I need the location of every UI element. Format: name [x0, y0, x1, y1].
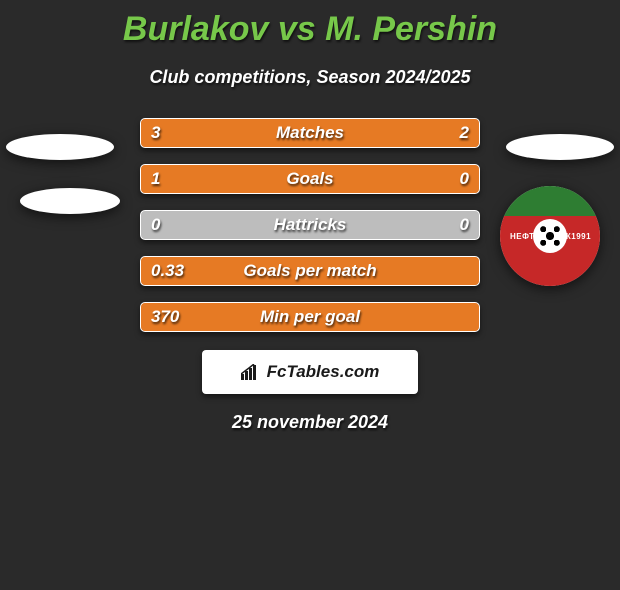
bar-value-right: 0 [460, 211, 469, 239]
bar-fill-left [141, 257, 479, 285]
club-badge-year: 1991 [571, 232, 591, 241]
stat-bar-row: Goals10 [140, 164, 480, 194]
brand-label: FcTables.com [267, 362, 380, 382]
player1-club-badge-placeholder [20, 188, 120, 214]
stat-bars: Matches32 Goals10 Hattricks0 0 Goals per mat… [140, 118, 480, 332]
page-title: Burlakov vs M. Pershin [0, 10, 620, 49]
soccer-ball-icon [533, 219, 567, 253]
stat-bar-row: Matches32 [140, 118, 480, 148]
brand-attribution: FcTables.com [202, 350, 418, 394]
bar-chart-icon [241, 364, 261, 380]
bar-fill-left [141, 303, 479, 331]
bar-stat-label: Hattricks [141, 211, 479, 239]
player1-avatar-placeholder [6, 134, 114, 160]
bar-fill-right [344, 119, 479, 147]
season-subtitle: Club competitions, Season 2024/2025 [0, 67, 620, 88]
stat-bar-row: Hattricks0 0 [140, 210, 480, 240]
stat-bar-row: Goals per match0.33 [140, 256, 480, 286]
player2-avatar-placeholder [506, 134, 614, 160]
bar-fill-left [141, 165, 479, 193]
bar-fill-left [141, 119, 344, 147]
bar-value-left: 0 [151, 211, 160, 239]
date-label: 25 november 2024 [0, 412, 620, 433]
club-badge-icon: НЕФТЕХИМИК 1991 [500, 186, 600, 286]
stat-bar-row: Min per goal370 [140, 302, 480, 332]
player2-club-badge: НЕФТЕХИМИК 1991 [500, 186, 600, 286]
